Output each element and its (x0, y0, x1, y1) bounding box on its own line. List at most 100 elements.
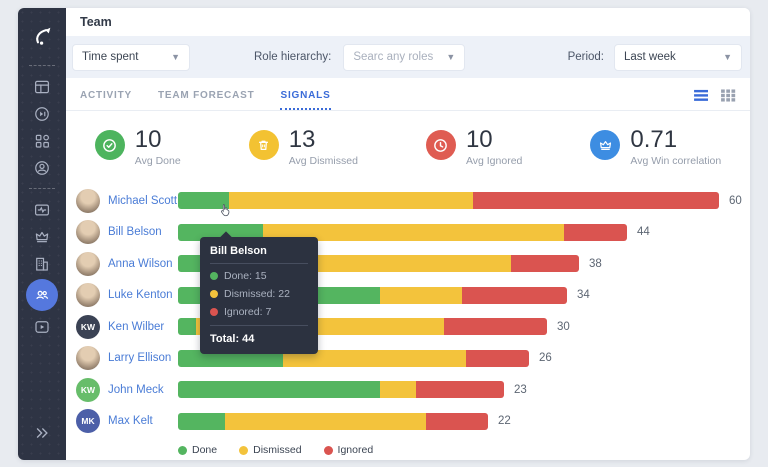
bar-value-label: 26 (539, 352, 552, 365)
bar-segment-ignored (426, 412, 488, 430)
app-window: Team Time spent ▼ Role hierarchy: Searc … (18, 8, 750, 460)
stat-text: 10 Avg Ignored (465, 126, 523, 168)
person-name-link[interactable]: Ken Wilber (108, 320, 165, 333)
legend-item-dismissed: Dismissed (239, 444, 302, 456)
stat-avg-ignored: 10 Avg Ignored (425, 126, 523, 168)
team-people-icon[interactable] (26, 279, 58, 311)
period-label: Period: (567, 51, 604, 63)
chart-rows: Michael Scott 60 Bill Belson 44 Anna Wilson 3… (66, 177, 750, 437)
tooltip-item-label: Ignored: 7 (224, 306, 272, 318)
person-name-link[interactable]: Larry Ellison (108, 352, 172, 365)
tooltip-title: Bill Belson (210, 245, 308, 264)
tab-activity[interactable]: ACTIVITY (80, 90, 132, 101)
bar-value-label: 23 (514, 383, 527, 396)
legend-label: Ignored (337, 444, 374, 456)
stacked-bar[interactable] (178, 412, 488, 430)
sidebar-divider (29, 188, 55, 189)
stacked-bar[interactable] (178, 192, 719, 210)
person-name-link[interactable]: Michael Scott (108, 194, 178, 207)
legend-item-done: Done (178, 444, 217, 456)
avatar[interactable] (76, 346, 100, 371)
tooltip-item-label: Dismissed: 22 (224, 288, 290, 300)
video-library-icon[interactable] (26, 313, 58, 340)
bar-value-label: 30 (557, 320, 570, 333)
time-spent-select[interactable]: Time spent ▼ (72, 43, 190, 71)
person-name-link[interactable]: Bill Belson (108, 226, 162, 239)
table-row: Anna Wilson 38 (66, 248, 750, 280)
bar-value-label: 22 (498, 415, 511, 428)
bar-segment-ignored (564, 223, 627, 241)
stat-value: 13 (288, 126, 316, 153)
bar-segment-ignored (472, 192, 719, 210)
legend-label: Done (192, 444, 218, 456)
tab-team-forecast[interactable]: TEAM FORECAST (157, 90, 255, 101)
tab-bar: ACTIVITY TEAM FORECAST SIGNALS (66, 78, 750, 111)
filter-bar: Time spent ▼ Role hierarchy: Searc any r… (66, 36, 750, 78)
tooltip-item: Ignored: 7 (210, 306, 308, 318)
tooltip-dot (210, 290, 218, 298)
apps-grid-icon[interactable] (26, 127, 58, 154)
avatar[interactable] (76, 251, 100, 276)
avatar[interactable] (76, 220, 100, 245)
tooltip-dot (210, 272, 218, 280)
person-name-link[interactable]: Luke Kenton (108, 289, 173, 302)
page-header: Team (66, 8, 750, 36)
grid-view-icon[interactable] (721, 89, 736, 102)
role-search-select[interactable]: Searc any roles ▼ (343, 43, 466, 71)
bar-segment-dismissed (263, 223, 565, 241)
role-search-placeholder: Searc any roles (353, 51, 434, 63)
avatar[interactable]: KW (76, 314, 100, 339)
stacked-bar[interactable] (178, 349, 529, 367)
play-next-icon[interactable] (26, 100, 58, 127)
stacked-bar[interactable] (178, 381, 504, 399)
bar-segment-dismissed (380, 381, 416, 399)
stat-label: Avg Ignored (465, 155, 523, 167)
dashboard-layout-icon[interactable] (26, 73, 58, 100)
avatar[interactable]: KW (76, 377, 100, 402)
period-select[interactable]: Last week ▼ (614, 43, 742, 71)
bar-value-label: 60 (729, 194, 742, 207)
person-name-link[interactable]: Max Kelt (108, 415, 153, 428)
tooltip-total: Total: 44 (210, 325, 308, 345)
tab-signals[interactable]: SIGNALS (280, 90, 331, 110)
person-name-link[interactable]: Anna Wilson (108, 257, 173, 270)
tooltip-dot (210, 308, 218, 316)
page-title: Team (80, 15, 112, 29)
bar-segment-ignored (415, 381, 504, 399)
check-circle-icon (94, 130, 125, 160)
activity-monitor-icon[interactable] (26, 196, 58, 223)
chevron-down-icon: ▼ (723, 52, 732, 62)
person-name-link[interactable]: John Meck (108, 383, 164, 396)
stat-value: 10 (134, 126, 162, 153)
company-building-icon[interactable] (26, 250, 58, 277)
clock-icon (425, 130, 456, 160)
avatar[interactable] (76, 283, 100, 308)
bar-segment-done (178, 412, 225, 430)
view-toggles (694, 89, 736, 110)
table-row: Michael Scott 60 (66, 185, 750, 217)
avatar[interactable] (76, 188, 100, 213)
chevron-down-icon: ▼ (171, 52, 180, 62)
user-profile-icon[interactable] (26, 154, 58, 181)
list-view-icon[interactable] (694, 89, 709, 102)
bar-segment-dismissed (229, 192, 473, 210)
sidebar (18, 8, 66, 460)
bar-area: 23 (178, 381, 750, 399)
bar-value-label: 38 (589, 257, 602, 270)
bar-segment-dismissed (224, 412, 426, 430)
crown-icon[interactable] (26, 223, 58, 250)
expand-sidebar-icon[interactable] (26, 419, 58, 446)
table-row: MK Max Kelt 22 (66, 406, 750, 438)
stat-label: Avg Done (134, 155, 181, 167)
tabs: ACTIVITY TEAM FORECAST SIGNALS (80, 90, 357, 110)
stat-value: 10 (465, 126, 493, 153)
legend-label: Dismissed (253, 444, 302, 456)
bar-value-label: 34 (577, 289, 590, 302)
stat-label: Avg Win correlation (630, 155, 722, 167)
stats-row: 10 Avg Done 13 Avg Dismissed 10 Avg Ignored 0.… (66, 111, 750, 177)
avatar[interactable]: MK (76, 409, 100, 434)
legend-dot (239, 445, 249, 455)
sidebar-divider (29, 65, 55, 66)
bar-segment-dismissed (283, 349, 466, 367)
logo-icon[interactable] (26, 18, 58, 52)
